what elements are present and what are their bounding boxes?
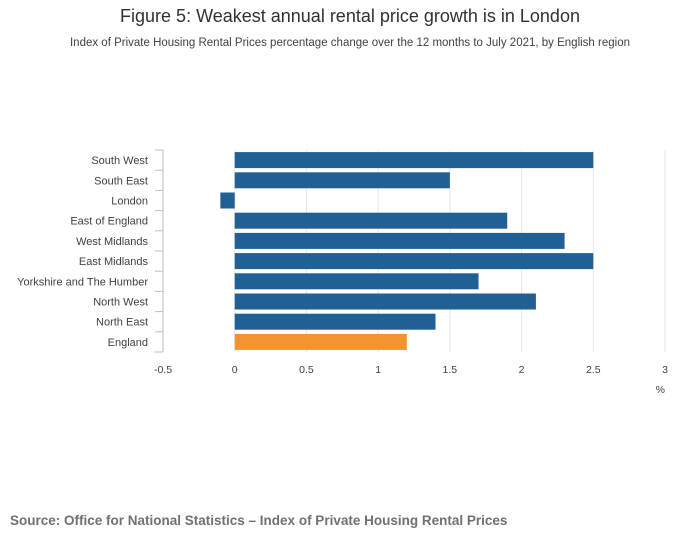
bars <box>220 152 594 350</box>
category-label: London <box>111 196 148 208</box>
category-label: South East <box>94 175 148 187</box>
x-tick-label: -0.5 <box>154 364 172 376</box>
category-label: North East <box>96 317 148 329</box>
bar-east-of-england <box>234 212 508 229</box>
x-axis-unit-label: % <box>656 384 665 396</box>
category-label: South West <box>91 155 148 167</box>
bar-england <box>234 333 407 350</box>
category-label: North West <box>93 297 148 309</box>
category-label: West Midlands <box>76 236 148 248</box>
bar-north-west <box>234 293 536 310</box>
category-label: East Midlands <box>79 256 149 268</box>
category-label: East of England <box>70 216 148 228</box>
x-axis: -0.5 0 0.5 1 1.5 2 2.5 3 <box>154 364 668 376</box>
chart-title: Figure 5: Weakest annual rental price gr… <box>120 6 580 26</box>
bar-south-east <box>234 172 450 189</box>
x-tick-label: 1 <box>375 364 381 376</box>
y-axis: South West South East London East of Englan… <box>17 149 164 353</box>
bar-yorkshire-and-the-humber <box>234 273 479 290</box>
chart-subtitle: Index of Private Housing Rental Prices p… <box>69 37 630 49</box>
bar-london <box>220 192 235 209</box>
x-tick-label: 1.5 <box>443 364 458 376</box>
bar-south-west <box>234 152 594 169</box>
source-note: Source: Office for National Statistics –… <box>10 513 508 528</box>
bar-east-midlands <box>234 253 594 270</box>
bar-west-midlands <box>234 232 565 249</box>
x-tick-label: 2.5 <box>586 364 601 376</box>
x-tick-label: 3 <box>662 364 668 376</box>
bar-north-east <box>234 313 436 330</box>
x-tick-label: 2 <box>519 364 525 376</box>
category-label: Yorkshire and The Humber <box>17 276 148 288</box>
x-tick-label: 0.5 <box>299 364 314 376</box>
x-tick-label: 0 <box>232 364 238 376</box>
category-label: England <box>108 337 148 349</box>
